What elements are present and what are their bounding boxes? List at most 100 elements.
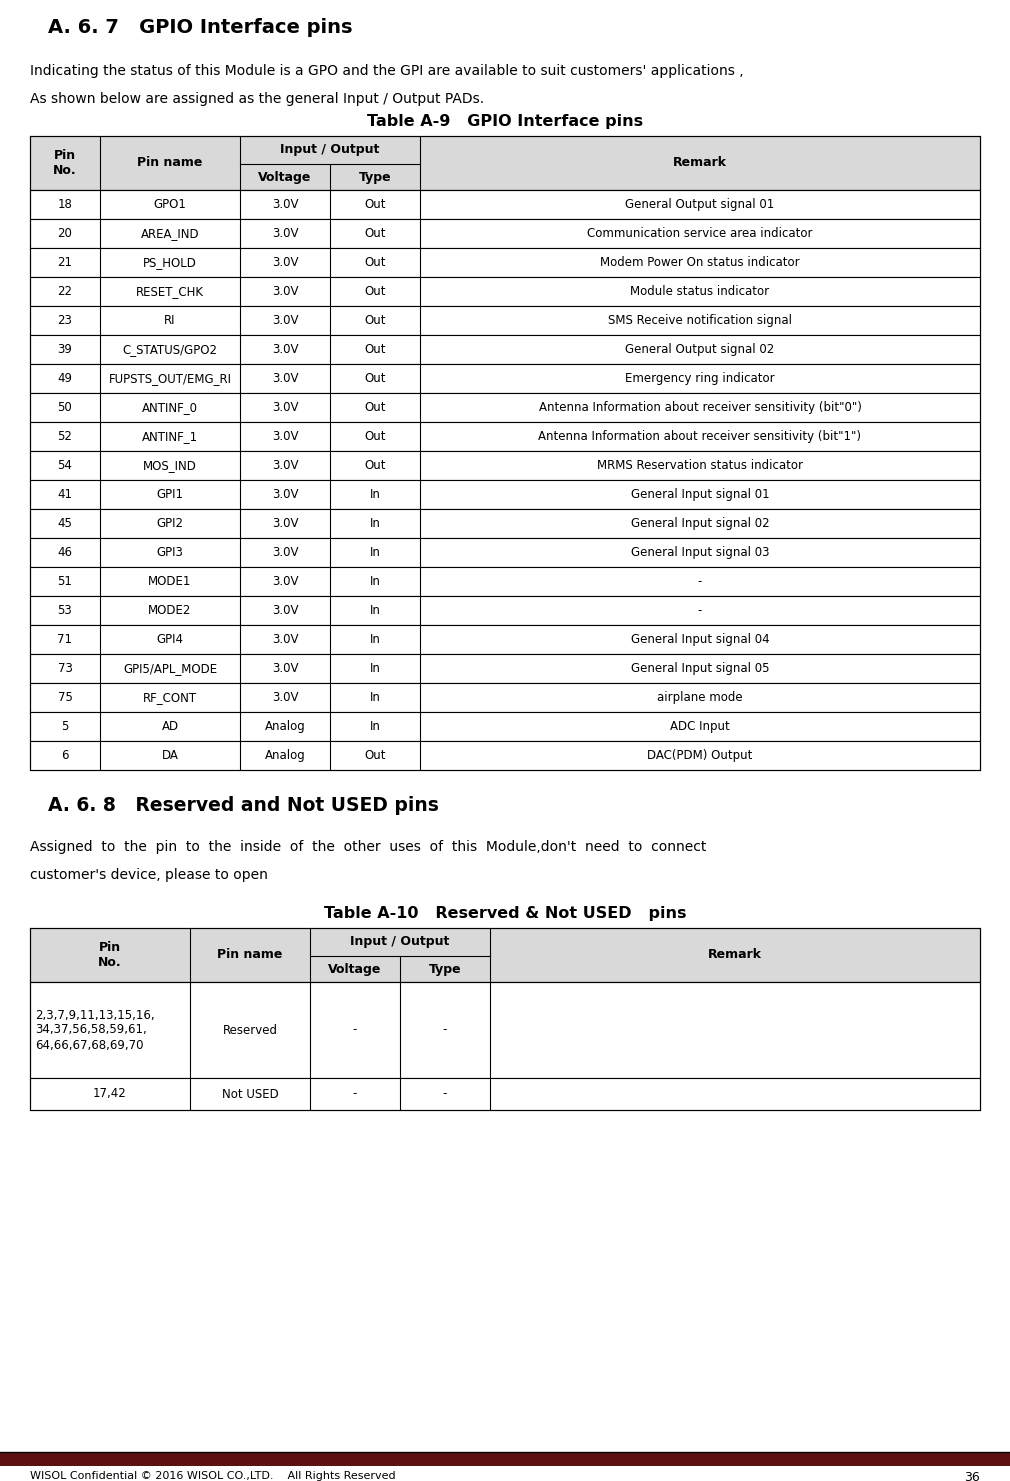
Text: Out: Out [365, 344, 386, 355]
Text: 3.0V: 3.0V [272, 284, 298, 298]
Text: ANTINF_1: ANTINF_1 [142, 429, 198, 443]
Text: SMS Receive notification signal: SMS Receive notification signal [608, 314, 792, 327]
Text: 53: 53 [58, 604, 73, 618]
Text: General Output signal 02: General Output signal 02 [625, 344, 775, 355]
Text: Out: Out [365, 314, 386, 327]
Text: Remark: Remark [708, 948, 762, 961]
Text: In: In [370, 575, 381, 588]
Text: 39: 39 [58, 344, 73, 355]
Text: In: In [370, 604, 381, 618]
Bar [30, 1078, 980, 1109]
Text: A. 6. 7   GPIO Interface pins: A. 6. 7 GPIO Interface pins [48, 18, 352, 37]
Text: Out: Out [365, 284, 386, 298]
Bar [30, 655, 980, 683]
Text: In: In [370, 546, 381, 558]
Bar [30, 683, 980, 712]
Text: Input / Output: Input / Output [281, 144, 380, 157]
Text: 3.0V: 3.0V [272, 372, 298, 385]
Text: 3.0V: 3.0V [272, 401, 298, 415]
Text: 23: 23 [58, 314, 73, 327]
Text: Type: Type [428, 963, 462, 976]
Bar [30, 929, 980, 982]
Text: Table A-10   Reserved & Not USED   pins: Table A-10 Reserved & Not USED pins [324, 906, 686, 921]
Text: GPI2: GPI2 [157, 517, 184, 530]
Text: Antenna Information about receiver sensitivity (bit"1"): Antenna Information about receiver sensi… [538, 429, 862, 443]
Text: airplane mode: airplane mode [658, 692, 742, 703]
Text: 3.0V: 3.0V [272, 344, 298, 355]
Text: Reserved: Reserved [222, 1023, 278, 1037]
Text: Out: Out [365, 429, 386, 443]
Text: Out: Out [365, 227, 386, 240]
Text: 18: 18 [58, 198, 73, 210]
Text: In: In [370, 489, 381, 501]
Text: Out: Out [365, 256, 386, 270]
Text: Out: Out [365, 372, 386, 385]
Text: GPI4: GPI4 [157, 632, 184, 646]
Text: 3.0V: 3.0V [272, 198, 298, 210]
Text: Communication service area indicator: Communication service area indicator [587, 227, 813, 240]
Text: 20: 20 [58, 227, 73, 240]
Bar [30, 982, 980, 1078]
Text: Type: Type [359, 170, 391, 184]
Text: MRMS Reservation status indicator: MRMS Reservation status indicator [597, 459, 803, 472]
Text: 75: 75 [58, 692, 73, 703]
Text: 71: 71 [58, 632, 73, 646]
Text: 3.0V: 3.0V [272, 632, 298, 646]
Bar [30, 452, 980, 480]
Text: PS_HOLD: PS_HOLD [143, 256, 197, 270]
Text: General Input signal 05: General Input signal 05 [631, 662, 770, 675]
Text: General Input signal 01: General Input signal 01 [630, 489, 770, 501]
Text: -: - [442, 1023, 447, 1037]
Text: AREA_IND: AREA_IND [140, 227, 199, 240]
Text: 3.0V: 3.0V [272, 459, 298, 472]
Text: As shown below are assigned as the general Input / Output PADs.: As shown below are assigned as the gener… [30, 92, 484, 107]
Bar [30, 480, 980, 509]
Text: 5: 5 [62, 720, 69, 733]
Text: customer's device, please to open: customer's device, please to open [30, 868, 268, 883]
Text: 22: 22 [58, 284, 73, 298]
Text: 3.0V: 3.0V [272, 692, 298, 703]
Text: General Input signal 03: General Input signal 03 [631, 546, 770, 558]
Text: Assigned  to  the  pin  to  the  inside  of  the  other  uses  of  this  Module,: Assigned to the pin to the inside of the… [30, 840, 706, 855]
Text: -: - [442, 1087, 447, 1100]
Bar [30, 392, 980, 422]
Bar [30, 625, 980, 655]
Bar [30, 136, 980, 190]
Text: 2,3,7,9,11,13,15,16,
34,37,56,58,59,61,
64,66,67,68,69,70: 2,3,7,9,11,13,15,16, 34,37,56,58,59,61, … [35, 1009, 155, 1052]
Bar [30, 277, 980, 307]
Text: GPI5/APL_MODE: GPI5/APL_MODE [123, 662, 217, 675]
Bar [30, 335, 980, 364]
Bar [30, 567, 980, 595]
Text: WISOL Confidential © 2016 WISOL CO.,LTD.    All Rights Reserved: WISOL Confidential © 2016 WISOL CO.,LTD.… [30, 1471, 396, 1481]
Text: Pin
No.: Pin No. [54, 150, 77, 178]
Text: Remark: Remark [673, 157, 727, 169]
Bar [30, 595, 980, 625]
Bar [30, 307, 980, 335]
Text: Pin name: Pin name [137, 157, 203, 169]
Text: 54: 54 [58, 459, 73, 472]
Text: In: In [370, 720, 381, 733]
Text: Module status indicator: Module status indicator [630, 284, 770, 298]
Text: MOS_IND: MOS_IND [143, 459, 197, 472]
Text: -: - [352, 1087, 358, 1100]
Text: 3.0V: 3.0V [272, 227, 298, 240]
Text: Analog: Analog [265, 749, 305, 763]
Text: GPI3: GPI3 [157, 546, 184, 558]
Text: 3.0V: 3.0V [272, 604, 298, 618]
Text: 21: 21 [58, 256, 73, 270]
Text: 41: 41 [58, 489, 73, 501]
Bar [30, 247, 980, 277]
Text: 45: 45 [58, 517, 73, 530]
Text: 73: 73 [58, 662, 73, 675]
Text: GPO1: GPO1 [154, 198, 187, 210]
Text: DAC(PDM) Output: DAC(PDM) Output [647, 749, 752, 763]
Text: Input / Output: Input / Output [350, 936, 449, 948]
Text: Modem Power On status indicator: Modem Power On status indicator [600, 256, 800, 270]
Text: Out: Out [365, 198, 386, 210]
Text: 50: 50 [58, 401, 73, 415]
Text: C_STATUS/GPO2: C_STATUS/GPO2 [122, 344, 217, 355]
Text: In: In [370, 517, 381, 530]
Text: Analog: Analog [265, 720, 305, 733]
Text: 17,42: 17,42 [93, 1087, 127, 1100]
Bar [30, 190, 980, 219]
